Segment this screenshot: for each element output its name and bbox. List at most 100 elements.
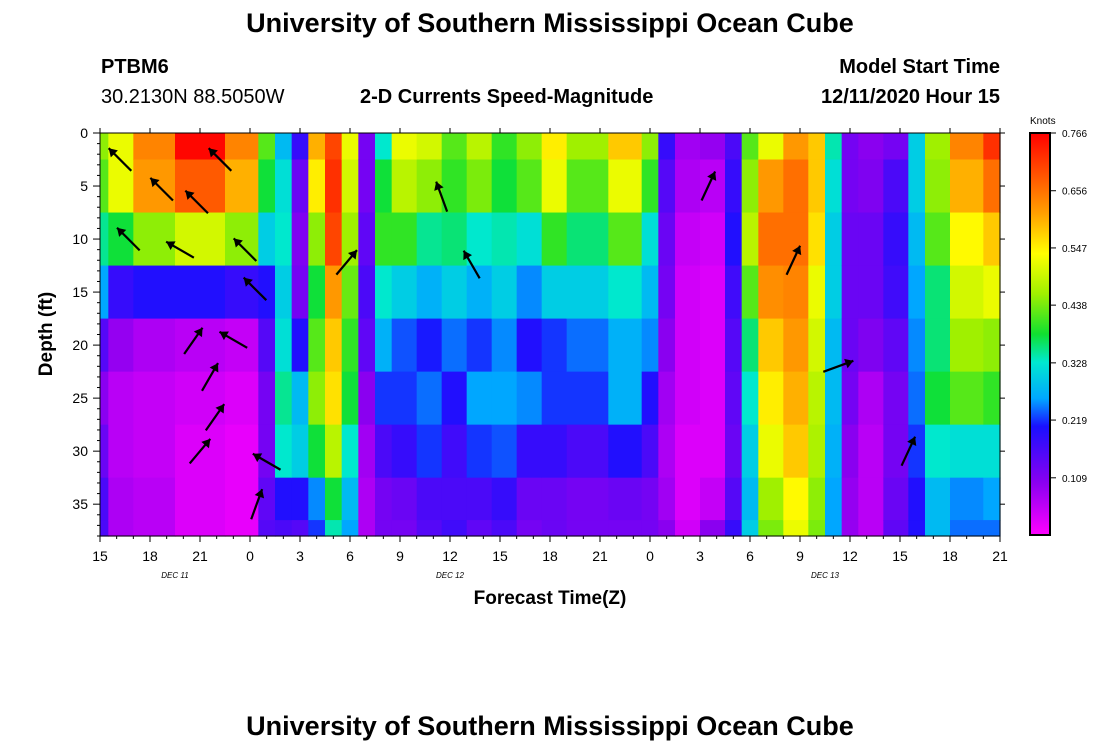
colorbar-tick-label: 0.328: [1062, 359, 1087, 370]
heatmap-cell: [358, 477, 376, 521]
plot-subtitle: 2-D Currents Speed-Magnitude: [360, 86, 654, 108]
heatmap-cell: [741, 520, 759, 537]
heatmap-cell: [358, 520, 376, 537]
heatmap-cell: [391, 520, 418, 537]
heatmap-cell: [541, 212, 568, 267]
heatmap-cell: [358, 318, 376, 373]
heatmap-cell: [375, 212, 393, 267]
x-tick-label: 3: [296, 548, 304, 564]
x-tick-label: 18: [142, 548, 158, 564]
current-arrow: [188, 438, 212, 465]
heatmap-cell: [416, 265, 443, 320]
heatmap-cell: [491, 265, 518, 320]
heatmap-cell: [375, 424, 393, 479]
heatmap-cell: [275, 318, 293, 373]
heatmap-cell: [983, 424, 1001, 479]
heatmap-cell: [325, 520, 343, 537]
heatmap-cell: [808, 424, 826, 479]
heatmap-cell: [225, 159, 259, 214]
current-arrow: [434, 181, 449, 213]
x-tick-label: 18: [942, 548, 958, 564]
heatmap-cell: [466, 265, 493, 320]
heatmap-cell: [858, 371, 884, 426]
heatmap-cell: [783, 159, 809, 214]
heatmap-cell: [675, 133, 701, 161]
x-tick-label: 0: [646, 548, 654, 564]
heatmap-cell: [391, 424, 418, 479]
heatmap-cell: [391, 159, 418, 214]
heatmap-cell: [908, 371, 926, 426]
heatmap-cell: [758, 520, 784, 537]
speed-heatmap: [100, 133, 1001, 537]
heatmap-cell: [491, 424, 518, 479]
heatmap-cell: [741, 265, 759, 320]
heatmap-cell: [358, 424, 376, 479]
heatmap-cell: [391, 133, 418, 161]
heatmap-cell: [441, 477, 468, 521]
heatmap-cell: [308, 133, 326, 161]
heatmap-cell: [466, 318, 493, 373]
heatmap-cell: [466, 371, 493, 426]
colorbar-title: Knots: [1030, 116, 1056, 127]
heatmap-cell: [225, 265, 259, 320]
x-tick-label: 21: [192, 548, 208, 564]
heatmap-cell: [416, 371, 443, 426]
heatmap-cell: [658, 318, 676, 373]
day-label: DEC 11: [161, 571, 188, 580]
heatmap-cell: [291, 159, 309, 214]
heatmap-cell: [883, 159, 909, 214]
heatmap-cell: [416, 477, 443, 521]
heatmap-cell: [441, 159, 468, 214]
heatmap-cell: [783, 520, 809, 537]
heatmap-cell: [675, 371, 701, 426]
heatmap-cell: [491, 318, 518, 373]
heatmap-cell: [950, 424, 984, 479]
heatmap-cell: [258, 265, 276, 320]
heatmap-cell: [466, 212, 493, 267]
heatmap-cell: [375, 371, 393, 426]
heatmap-cell: [725, 371, 743, 426]
heatmap-cell: [883, 371, 909, 426]
heatmap-cell: [108, 133, 134, 161]
heatmap-cell: [100, 159, 109, 214]
heatmap-cell: [825, 318, 843, 373]
heatmap-cell: [258, 318, 276, 373]
heatmap-cell: [841, 424, 859, 479]
heatmap-cell: [108, 520, 134, 537]
current-arrow: [250, 488, 265, 520]
heatmap-cell: [108, 477, 134, 521]
current-arrow: [116, 226, 141, 252]
heatmap-cell: [675, 212, 701, 267]
heatmap-cell: [858, 265, 884, 320]
heatmap-cell: [950, 212, 984, 267]
heatmap-cell: [950, 520, 984, 537]
heatmap-cell: [950, 265, 984, 320]
heatmap-cell: [275, 520, 293, 537]
heatmap-cell: [466, 424, 493, 479]
heatmap-cell: [908, 133, 926, 161]
heatmap-cell: [641, 424, 659, 479]
heatmap-cell: [608, 477, 643, 521]
heatmap-cell: [925, 265, 951, 320]
heatmap-cell: [783, 212, 809, 267]
heatmap-cell: [491, 371, 518, 426]
heatmap-cell: [641, 133, 659, 161]
heatmap-cell: [291, 212, 309, 267]
heatmap-cell: [741, 159, 759, 214]
heatmap-cell: [608, 520, 643, 537]
heatmap-cell: [308, 318, 326, 373]
heatmap-cell: [308, 424, 326, 479]
heatmap-cell: [608, 318, 643, 373]
heatmap-cell: [566, 477, 609, 521]
heatmap-cell: [808, 265, 826, 320]
heatmap-cell: [275, 265, 293, 320]
heatmap-cell: [516, 159, 543, 214]
heatmap-cell: [100, 133, 109, 161]
heatmap-cell: [908, 477, 926, 521]
heatmap-cell: [275, 477, 293, 521]
heatmap-cell: [100, 477, 109, 521]
heatmap-cell: [758, 477, 784, 521]
heatmap-cell: [441, 424, 468, 479]
heatmap-cell: [441, 318, 468, 373]
heatmap-cell: [658, 424, 676, 479]
